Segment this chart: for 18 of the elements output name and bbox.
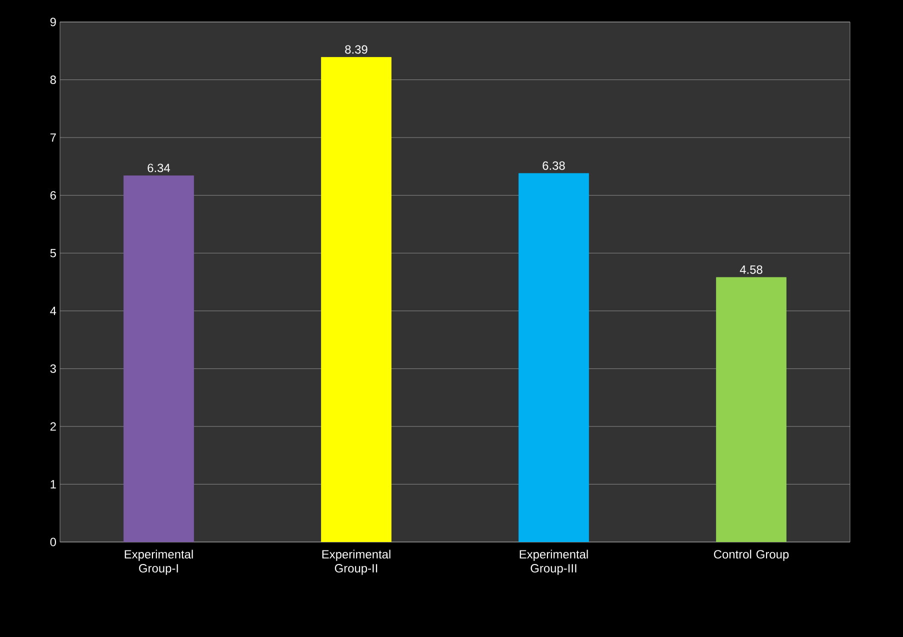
y-tick-label: 6 (50, 191, 56, 200)
data-label: 6.38 (542, 161, 565, 170)
y-tick-label: 0 (50, 538, 56, 546)
y-tick-label: 4 (50, 306, 56, 315)
x-tick-label: Experimental Group-I (124, 550, 193, 575)
x-tick-label: Control Group (714, 550, 789, 561)
y-tick-label: 3 (50, 364, 56, 373)
y-tick-label: 7 (50, 133, 56, 142)
x-tick-label: Experimental Group-II (322, 550, 390, 575)
data-label: 4.58 (740, 265, 762, 274)
y-tick-label: 9 (50, 18, 56, 26)
y-tick-label: 1 (50, 480, 56, 488)
y-tick-label: 5 (50, 248, 56, 258)
data-label: 6.34 (148, 164, 170, 172)
data-label: 8.39 (345, 45, 368, 54)
x-tick-label: Experimental Group-III (520, 550, 588, 575)
y-tick-label: 2 (50, 422, 56, 431)
y-tick-label: 8 (50, 76, 56, 84)
